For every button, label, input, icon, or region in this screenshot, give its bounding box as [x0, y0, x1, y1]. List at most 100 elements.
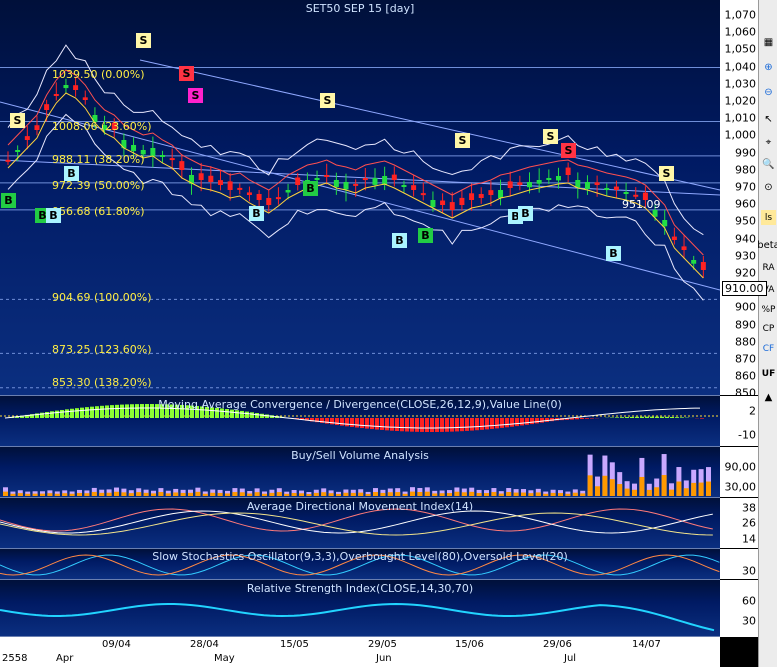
sell-volume-bar — [106, 492, 112, 496]
sell-volume-bar — [476, 492, 482, 496]
percent-p-button[interactable]: %P — [761, 304, 776, 315]
va-button[interactable]: VA — [762, 284, 775, 295]
beta-button[interactable]: beta — [757, 240, 777, 251]
sell-volume-bar — [17, 493, 23, 496]
buy-volume-bar — [217, 489, 223, 496]
zoom-out-icon[interactable]: ⊖ — [764, 87, 773, 98]
sell-volume-bar — [469, 491, 475, 496]
sell-volume-bar — [321, 492, 327, 496]
macd-bar — [30, 414, 34, 418]
macd-bar — [495, 418, 499, 429]
macd-bar — [215, 407, 219, 418]
sell-signal: S — [561, 143, 576, 158]
macd-bar — [115, 404, 119, 418]
macd-bar — [145, 404, 149, 418]
adx-panel[interactable]: Average Directional Movement Index(14) — [0, 498, 720, 549]
buy-volume-bar — [654, 478, 660, 496]
macd-bar — [265, 414, 269, 418]
sell-volume-bar — [77, 492, 82, 496]
crosshair-icon[interactable]: ⌖ — [765, 137, 772, 148]
candle — [652, 210, 658, 217]
ls-button[interactable]: ls — [761, 210, 776, 225]
search-icon[interactable]: 🔍 — [762, 159, 775, 170]
macd-bar — [545, 418, 549, 422]
buy-volume-bar — [373, 488, 378, 496]
candle — [131, 145, 137, 152]
sell-volume-bar — [313, 492, 319, 496]
candle — [285, 190, 291, 193]
volume-tick: 30,00 — [724, 480, 757, 494]
macd-bar — [40, 412, 44, 418]
buy-volume-bar — [587, 454, 593, 496]
sell-volume-bar — [306, 493, 312, 496]
cf-button[interactable]: CF — [762, 343, 775, 354]
macd-bar — [675, 417, 679, 418]
fib-level-138: 853.30 (138.20%) — [52, 376, 152, 389]
buy-volume-bar — [69, 491, 75, 496]
buy-volume-bar — [617, 472, 623, 496]
macd-bar — [15, 416, 19, 418]
candle — [5, 159, 11, 162]
sell-volume-bar — [447, 493, 452, 496]
candle — [217, 180, 223, 185]
macd-bar — [335, 418, 339, 426]
price-tick: 900 — [735, 300, 756, 314]
macd-bar — [630, 416, 634, 418]
moving-average — [7, 69, 704, 256]
candle — [546, 178, 552, 180]
sell-volume-bar — [151, 493, 156, 496]
cp-button[interactable]: CP — [762, 323, 775, 334]
macd-bar — [260, 413, 264, 418]
volume-panel[interactable]: Buy/Sell Volume Analysis — [0, 447, 720, 498]
price-tick: 960 — [735, 197, 756, 211]
macd-title: Moving Average Convergence / Divergence(… — [158, 398, 562, 411]
candle — [362, 178, 368, 181]
date-axis[interactable]: 2558 Apr 09/04 May 28/04 15/05 Jun 29/05… — [0, 637, 720, 667]
macd-bar — [565, 418, 569, 420]
sell-volume-bar — [136, 492, 142, 496]
sell-volume-bar — [572, 492, 578, 496]
candle — [604, 188, 610, 190]
fib-level-23: 1008.06 (23.60%) — [52, 120, 152, 133]
sell-volume-bar — [188, 492, 193, 496]
candle — [613, 186, 619, 190]
buy-signal: B — [1, 193, 16, 208]
macd-bar — [395, 418, 399, 432]
buy-signal: B — [418, 228, 433, 243]
macd-bar — [440, 418, 444, 432]
stochastics-axis: 30 — [720, 549, 758, 579]
price-axis[interactable]: 1,070 1,060 1,050 1,040 1,030 1,020 1,010 1,000… — [720, 0, 758, 400]
candle — [469, 193, 475, 200]
rsi-panel[interactable]: Relative Strength Index(CLOSE,14,30,70) — [0, 580, 720, 637]
rsi-tick: 60 — [742, 594, 756, 608]
sell-volume-bar — [262, 493, 267, 496]
sell-volume-bar — [173, 492, 179, 496]
macd-bar — [255, 413, 259, 418]
macd-bar — [325, 418, 329, 424]
magnifier-icon[interactable]: ⊙ — [764, 182, 773, 193]
candle — [449, 202, 455, 210]
macd-bar — [635, 416, 639, 418]
macd-panel[interactable]: Moving Average Convergence / Divergence(… — [0, 396, 720, 447]
macd-bar — [45, 411, 49, 418]
sell-volume-bar — [543, 493, 549, 496]
candle — [24, 136, 30, 140]
candle — [111, 122, 117, 130]
ra-button[interactable]: RA — [762, 262, 775, 273]
macd-bar — [370, 418, 374, 430]
macd-bar — [240, 410, 244, 418]
chart-type-icon[interactable]: ▦ — [763, 37, 774, 48]
price-chart-panel[interactable]: SET50 SEP 15 [day] 1039.50 (0.00%) 1008.… — [0, 0, 720, 396]
price-tick: 1,000 — [724, 128, 757, 142]
candle — [314, 178, 320, 180]
cursor-icon[interactable]: ↖ — [764, 114, 773, 125]
candle — [478, 194, 484, 198]
stochastics-panel[interactable]: Slow Stochastics Oscillator(9,3,3),Overb… — [0, 549, 720, 580]
uf-button[interactable]: UF — [761, 368, 776, 379]
macd-bar — [340, 418, 344, 426]
scroll-up-icon[interactable]: ▲ — [764, 392, 773, 403]
sell-volume-bar — [439, 493, 445, 496]
zoom-in-icon[interactable]: ⊕ — [764, 62, 773, 73]
buy-volume-bar — [454, 487, 460, 496]
buy-volume-bar — [291, 490, 297, 496]
